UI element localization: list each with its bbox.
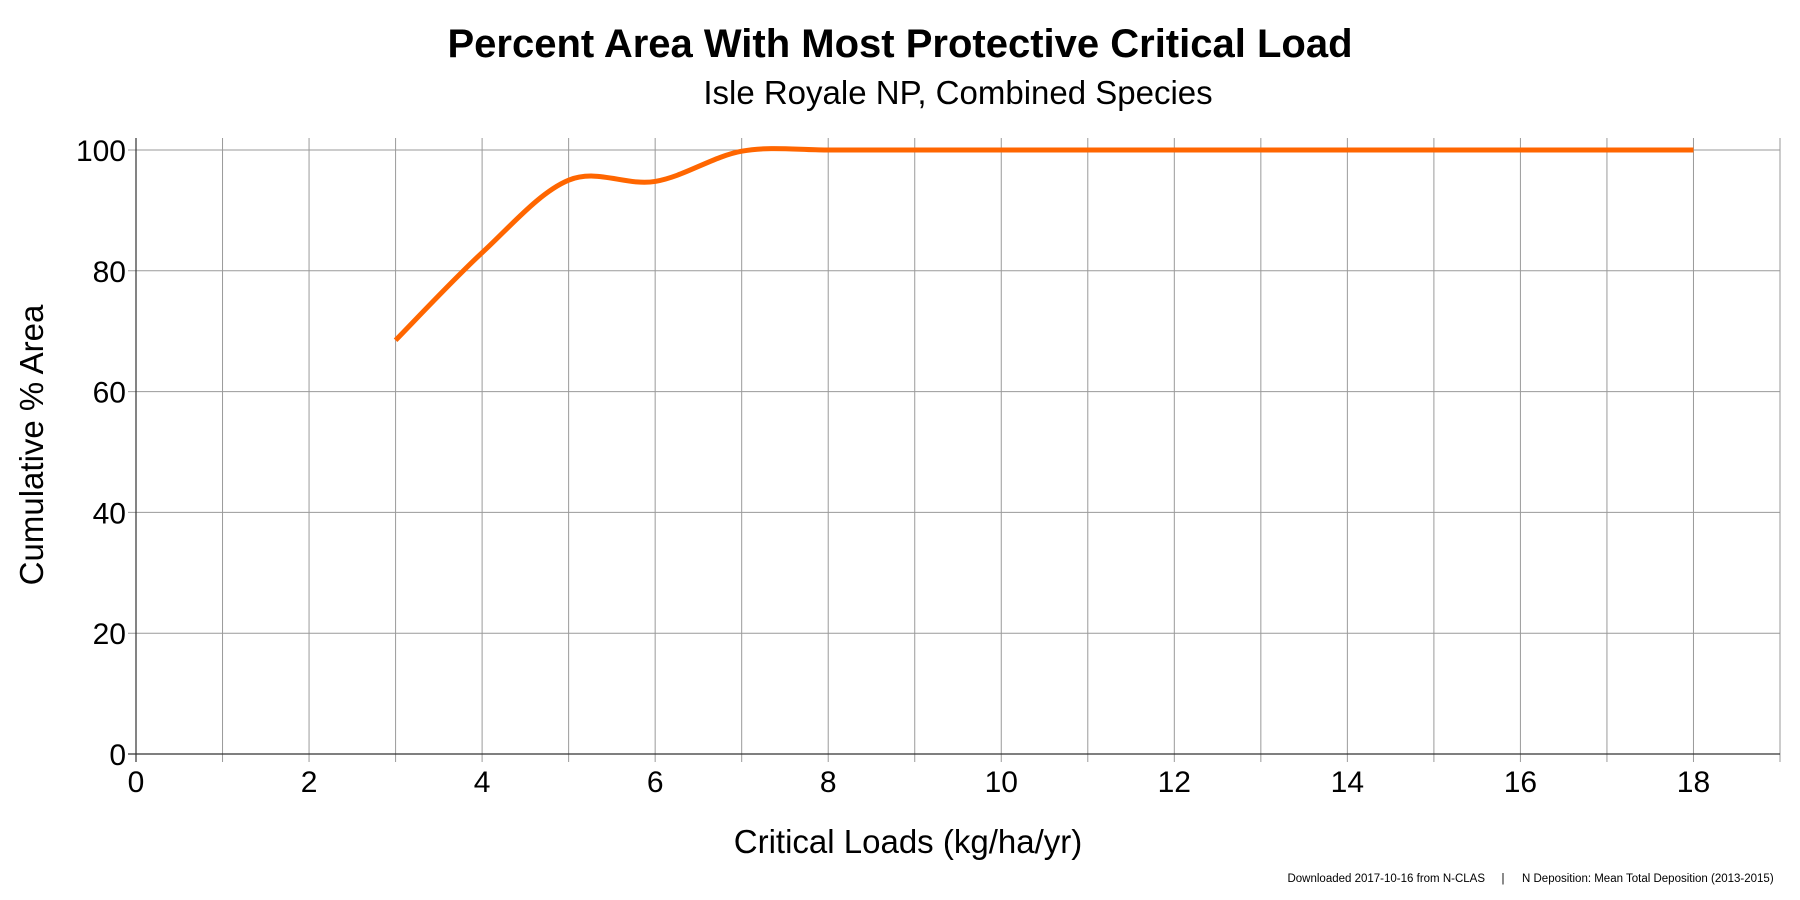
footer-deposition-note: N Deposition: Mean Total Deposition (201…	[1522, 873, 1774, 885]
chart-subtitle: Isle Royale NP, Combined Species	[703, 74, 1212, 111]
y-tick-label: 40	[93, 497, 126, 530]
x-tick-label: 8	[820, 766, 837, 799]
y-tick-label: 100	[76, 135, 126, 168]
y-tick-labels: 0 20 40 60 80 100	[76, 135, 126, 772]
series-layer	[393, 146, 1694, 343]
x-axis-title: Critical Loads (kg/ha/yr)	[734, 823, 1082, 860]
footer-separator: |	[1502, 873, 1505, 885]
chart-title: Percent Area With Most Protective Critic…	[447, 22, 1352, 66]
footer-download-note: Downloaded 2017-10-16 from N-CLAS	[1287, 873, 1485, 885]
y-tick-label: 0	[109, 739, 126, 772]
x-tick-label: 6	[647, 766, 664, 799]
grid	[128, 138, 1781, 762]
x-tick-label: 10	[985, 766, 1018, 799]
x-tick-label: 12	[1158, 766, 1191, 799]
x-tick-label: 0	[128, 766, 145, 799]
y-axis-title: Cumulative % Area	[13, 304, 50, 585]
y-tick-label: 60	[93, 377, 126, 410]
y-tick-label: 80	[93, 256, 126, 289]
x-tick-label: 2	[301, 766, 318, 799]
axes	[128, 138, 1780, 762]
series-line	[393, 146, 1694, 343]
x-tick-label: 18	[1677, 766, 1710, 799]
x-tick-labels: 0 2 4 6 8 10 12 14 16 18	[128, 766, 1711, 799]
y-tick-label: 20	[93, 618, 126, 651]
x-tick-label: 14	[1331, 766, 1364, 799]
x-tick-label: 4	[474, 766, 491, 799]
x-tick-label: 16	[1504, 766, 1537, 799]
